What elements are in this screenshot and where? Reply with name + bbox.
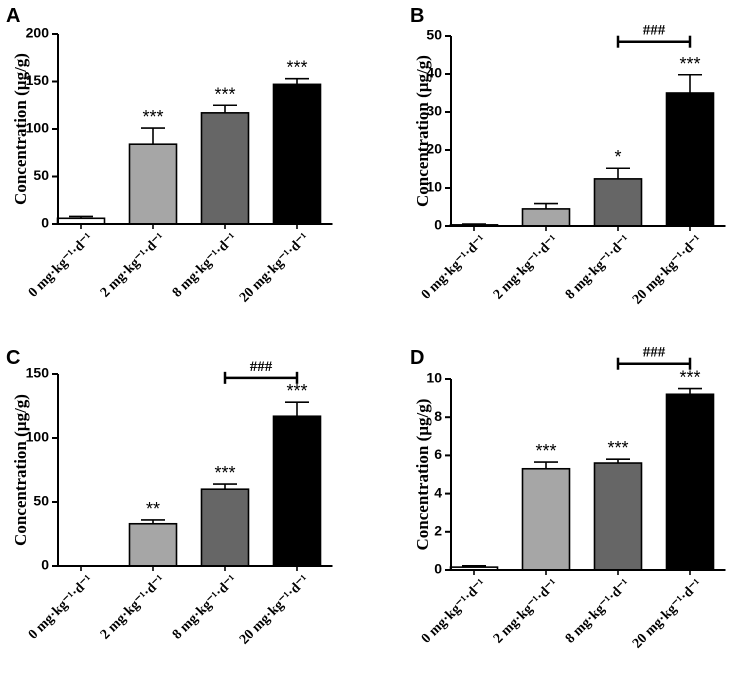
significance-label: *** [679, 368, 700, 388]
y-tick-label: 0 [434, 217, 442, 233]
y-axis-label: Concentration (µg/g) [413, 55, 432, 207]
y-tick-label: 0 [41, 215, 49, 231]
x-tick-label: 2 mg·kg⁻¹·d⁻¹ [491, 576, 561, 646]
comparison-label: ### [643, 345, 666, 361]
x-tick-label: 2 mg·kg⁻¹·d⁻¹ [98, 572, 168, 642]
bar [200, 488, 250, 567]
y-tick-label: 40 [426, 65, 442, 81]
y-tick-label: 0 [434, 561, 442, 577]
y-tick-label: 8 [434, 408, 442, 424]
x-tick-label: 8 mg·kg⁻¹·d⁻¹ [563, 232, 633, 302]
y-tick-label: 2 [434, 523, 442, 539]
x-tick-label: 8 mg·kg⁻¹·d⁻¹ [170, 572, 240, 642]
significance-label: *** [142, 107, 163, 127]
significance-label: * [614, 147, 621, 167]
y-tick-label: 30 [426, 103, 442, 119]
panel-b: B Concentration (µg/g) 0 mg·kg⁻¹·d⁻¹ 2 mg·k… [410, 5, 726, 308]
y-tick-label: 6 [434, 446, 442, 462]
bar [593, 462, 643, 571]
bar [272, 415, 322, 567]
x-tick-label: 2 mg·kg⁻¹·d⁻¹ [491, 232, 561, 302]
y-axis-label: Concentration (µg/g) [413, 399, 432, 551]
panel-letter: D [410, 347, 424, 369]
significance-label: *** [607, 438, 628, 458]
x-tick-label: 0 mg·kg⁻¹·d⁻¹ [26, 230, 96, 300]
x-tick-label: 8 mg·kg⁻¹·d⁻¹ [170, 230, 240, 300]
comparison-label: ### [643, 23, 666, 39]
x-tick-label: 8 mg·kg⁻¹·d⁻¹ [563, 576, 633, 646]
panel-c: C Concentration (µg/g) 0 mg·kg⁻¹·d⁻¹ ** 2 mg… [6, 347, 333, 648]
bar [521, 208, 571, 227]
comparison-label: ### [250, 359, 273, 375]
bar [200, 112, 250, 225]
y-axis-label: Concentration (µg/g) [11, 394, 30, 546]
y-tick-label: 50 [426, 27, 442, 43]
x-tick-label: 2 mg·kg⁻¹·d⁻¹ [98, 230, 168, 300]
panel-letter: C [6, 347, 20, 369]
bar [128, 143, 178, 225]
significance-label: *** [214, 84, 235, 104]
significance-label: *** [286, 381, 307, 401]
y-tick-label: 20 [426, 141, 442, 157]
bar [128, 522, 178, 567]
y-tick-label: 4 [434, 484, 442, 500]
x-tick-label: 20 mg·kg⁻¹·d⁻¹ [237, 230, 312, 305]
panel-letter: B [410, 5, 424, 27]
panel-a: A Concentration (µg/g) 0 mg·kg⁻¹·d⁻¹ *** 2 m… [6, 5, 333, 306]
y-tick-label: 150 [26, 365, 50, 381]
y-tick-label: 100 [26, 120, 50, 136]
bar [521, 467, 571, 571]
significance-label: ** [146, 499, 160, 519]
x-tick-label: 20 mg·kg⁻¹·d⁻¹ [630, 576, 705, 651]
panel-d: D Concentration (µg/g) 0 mg·kg⁻¹·d⁻¹ *** 2 m… [410, 345, 726, 652]
panel-letter: A [6, 5, 20, 27]
x-tick-label: 0 mg·kg⁻¹·d⁻¹ [419, 576, 489, 646]
y-tick-label: 10 [426, 370, 442, 386]
y-tick-label: 50 [33, 167, 49, 183]
y-tick-label: 200 [26, 25, 50, 41]
y-axis-label: Concentration (µg/g) [11, 53, 30, 205]
significance-label: *** [286, 58, 307, 78]
significance-label: *** [214, 463, 235, 483]
bar [593, 178, 643, 227]
x-tick-label: 0 mg·kg⁻¹·d⁻¹ [419, 232, 489, 302]
x-tick-label: 20 mg·kg⁻¹·d⁻¹ [237, 572, 312, 647]
x-tick-label: 20 mg·kg⁻¹·d⁻¹ [630, 232, 705, 307]
y-tick-label: 50 [33, 493, 49, 509]
bar [272, 83, 322, 225]
y-tick-label: 0 [41, 557, 49, 573]
significance-label: *** [535, 441, 556, 461]
y-tick-label: 10 [426, 179, 442, 195]
bar [665, 393, 715, 571]
x-tick-label: 0 mg·kg⁻¹·d⁻¹ [26, 572, 96, 642]
y-tick-label: 100 [26, 429, 50, 445]
y-tick-label: 150 [26, 72, 50, 88]
significance-label: *** [679, 54, 700, 74]
bar [665, 92, 715, 227]
